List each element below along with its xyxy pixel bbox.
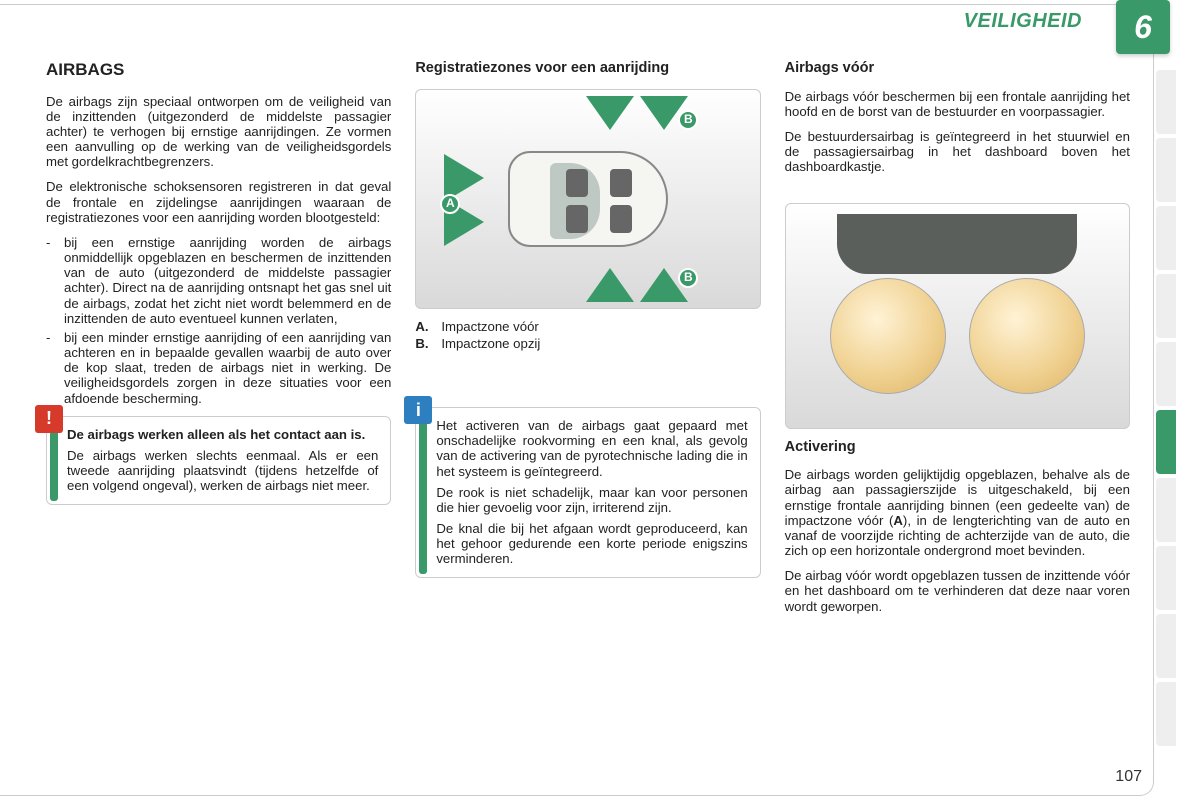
car-top-view [508,151,668,247]
bullet-dash: - [46,330,64,406]
bullet-dash: - [46,235,64,326]
content: AIRBAGS De airbags zijn speciaal ontworp… [46,60,1130,750]
side-tab [1156,138,1176,202]
activation-heading: Activering [785,439,1130,456]
zone-label-b: B [678,268,698,288]
legend-label: B. [415,336,441,351]
legend-text: Impactzone vóór [441,319,539,334]
side-tab [1156,682,1176,746]
dashboard-icon [837,214,1077,274]
paragraph: De airbags vóór beschermen bij een front… [785,89,1130,119]
legend-item: A. Impactzone vóór [415,319,760,334]
seat-icon [566,205,588,233]
paragraph: De airbags worden gelijktijdig opgeblaze… [785,467,1130,558]
paragraph: De airbags zijn speciaal ontworpen om de… [46,94,391,170]
callout-bar [419,411,427,574]
side-tab [1156,206,1176,270]
arrow-side-icon [586,96,634,130]
info-text: De knal die bij het afgaan wordt geprodu… [436,521,747,567]
column-middle: Registratiezones voor een aanrijding A B… [415,60,760,750]
legend-text: Impactzone opzij [441,336,540,351]
zone-ref-a: A [893,513,903,528]
figure-front-airbags [785,203,1130,429]
column-left: AIRBAGS De airbags zijn speciaal ontworp… [46,60,391,750]
legend-item: B. Impactzone opzij [415,336,760,351]
zone-label-b: B [678,110,698,130]
zones-heading: Registratiezones voor een aanrijding [415,60,760,77]
bullet-item: - bij een minder ernstige aanrijding of … [46,330,391,406]
side-tab [1156,274,1176,338]
side-tab-active [1156,410,1176,474]
side-tab [1156,546,1176,610]
airbag-passenger-icon [969,278,1085,394]
warning-icon: ! [35,405,63,433]
airbags-heading: AIRBAGS [46,60,391,80]
side-tab [1156,342,1176,406]
side-tab [1156,614,1176,678]
bullet-item: - bij een ernstige aanrijding worden de … [46,235,391,326]
bullet-text: bij een minder ernstige aanrijding of ee… [64,330,391,406]
paragraph: De bestuurdersairbag is geïntegreerd in … [785,129,1130,175]
chapter-badge: 6 [1116,0,1170,54]
warning-callout: ! De airbags werken alleen als het conta… [46,416,391,505]
figure-impact-zones: A B B [415,89,760,309]
info-text: De rook is niet schadelijk, maar kan voo… [436,485,747,515]
seat-icon [610,205,632,233]
header-title: VEILIGHEID [964,10,1082,33]
seat-icon [566,169,588,197]
legend-label: A. [415,319,441,334]
zone-label-a: A [440,194,460,214]
warning-text: De airbags werken slechts eenmaal. Als e… [67,448,378,494]
airbag-driver-icon [830,278,946,394]
column-right: Airbags vóór De airbags vóór beschermen … [785,60,1130,750]
warning-bold: De airbags werken alleen als het contact… [67,427,378,442]
info-icon: i [404,396,432,424]
info-text: Het activeren van de airbags gaat gepaar… [436,418,747,479]
side-tab [1156,478,1176,542]
page-number: 107 [1115,768,1142,786]
side-tabs [1156,70,1176,746]
side-tab [1156,70,1176,134]
arrow-side-icon [586,268,634,302]
seat-icon [610,169,632,197]
bullet-text: bij een ernstige aanrijding worden de ai… [64,235,391,326]
paragraph: De elektronische schoksensoren registrer… [46,179,391,225]
front-airbags-heading: Airbags vóór [785,60,1130,77]
info-callout: i Het activeren van de airbags gaat gepa… [415,407,760,578]
paragraph: De airbag vóór wordt opgeblazen tussen d… [785,568,1130,614]
chapter-number: 6 [1134,9,1152,46]
header: VEILIGHEID [0,4,1154,40]
